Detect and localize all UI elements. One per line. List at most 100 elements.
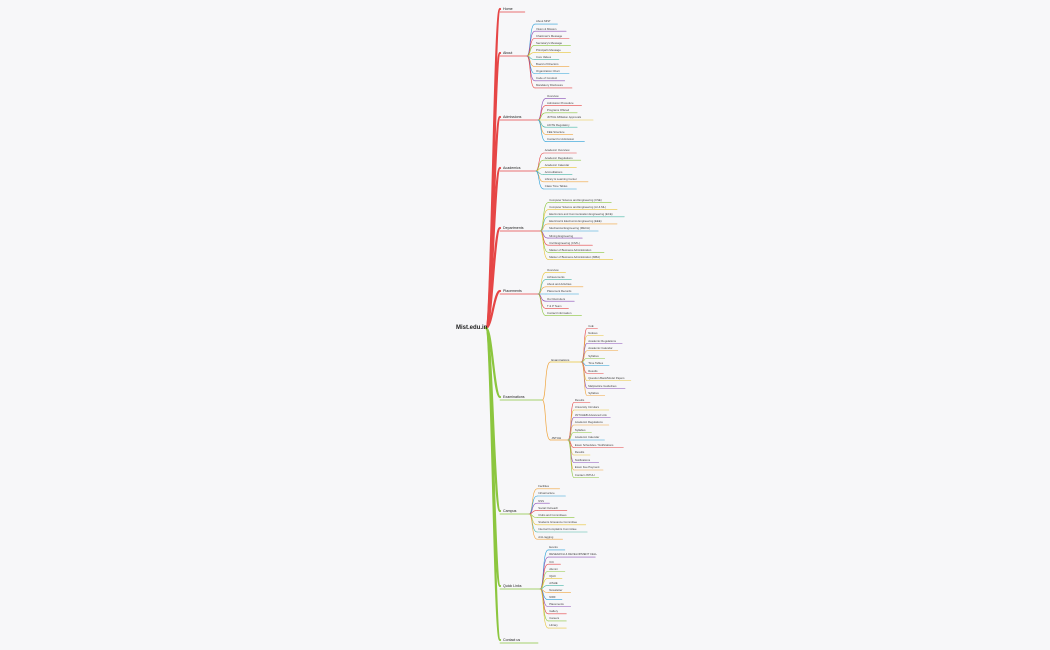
leaf-node-label[interactable]: Question Bank/Model Papers [588,376,625,381]
leaf-node-label[interactable]: Anti-ragging [538,534,554,539]
leaf-node-label[interactable]: Internal Complaints Committee [538,527,577,532]
leaf-node-label[interactable]: Notifications [574,457,591,462]
leaf-node-label[interactable]: Board of Directors [536,62,559,67]
leaf-node-label[interactable]: Computer Science and Engineering (AI & M… [549,205,606,210]
root-node-label[interactable]: Mist.edu.in [456,325,488,331]
branch-connector [484,289,502,330]
branch-node-label[interactable]: Home [503,6,513,11]
leaf-node-label[interactable]: Secretary's Message [536,40,563,45]
leaf-node-label[interactable]: Academic Calendar [544,162,570,167]
leaf-node-label[interactable]: Events [549,545,558,550]
leaf-node-label[interactable]: ICC [549,559,555,564]
leaf-node-label[interactable]: Placement Records [547,289,572,294]
branch-node-label[interactable]: Placements [503,288,522,293]
leaf-node-label[interactable]: Gallery [549,609,559,614]
leaf-node-label[interactable]: JNTUHEB Advanced Link [574,412,607,417]
leaf-node-label[interactable]: NSS [538,498,544,503]
leaf-node-label[interactable]: Time Tables [588,361,604,366]
leaf-connector [537,293,547,316]
branch-node-label[interactable]: Contact us [503,637,521,642]
leaf-node-label[interactable]: Organization Chart [536,69,560,74]
leaf-node-label[interactable]: Code of Conduct [536,76,557,81]
leaf-node-label[interactable]: Infrastructure [538,491,555,496]
leaf-node-label[interactable]: Alumni [549,566,558,571]
leaf-node-label[interactable]: Academic Calendar [588,346,613,351]
branch-node-label[interactable]: Examinations [503,394,525,399]
leaf-node-label[interactable]: Contact for Admission [547,137,575,141]
leaf-node-label[interactable]: NIRF [549,595,556,600]
leaf-node-label[interactable]: Our Recruiters [547,296,566,301]
leaf-node-label[interactable]: About MIST [536,19,551,24]
leaf-node-label[interactable]: Master of Business Administration (MBA) [549,254,601,259]
leaf-node-label[interactable]: Programs Offered [547,108,570,113]
leaf-node-label[interactable]: Admission Procedure [547,101,574,105]
leaf-node-label[interactable]: Library & Learning Center [544,177,577,182]
branch-node-label[interactable]: Quick Links [503,583,522,588]
leaf-node-label[interactable]: Clubs and Committees [538,513,567,517]
leaf-node-label[interactable]: Academic Regulations [574,420,603,425]
leaf-node-label[interactable]: Results [574,397,585,402]
sub-node-label[interactable]: JNTUH [551,435,562,440]
leaf-node-label[interactable]: Overview [547,267,559,272]
leaf-node-label[interactable]: Contact JNTUH [574,472,595,477]
leaf-node-label[interactable]: Principal's Message [536,47,561,52]
leaf-connector [580,335,588,363]
leaf-node-label[interactable]: Exam Fee Payment [574,465,600,470]
leaf-connector [567,439,575,478]
sub-node-label[interactable]: Examinations [551,357,570,362]
leaf-node-label[interactable]: AICTE Regulatory [547,122,570,127]
branch-node-label[interactable]: Admissions [503,114,522,119]
leaf-node-label[interactable]: Accreditations [544,170,563,174]
leaf-node-label[interactable]: Syllabus [588,391,599,396]
leaf-node-label[interactable]: Exam Schedules / Notifications [574,442,614,447]
leaf-node-label[interactable]: Students Grievance Committee [538,520,578,525]
leaf-connector [526,55,536,89]
leaf-node-label[interactable]: Academic Overview [544,148,570,153]
leaf-node-label[interactable]: IQAC [549,573,557,578]
leaf-node-label[interactable]: Contact Information [547,311,572,315]
branch-node-label[interactable]: About [503,50,513,55]
leaf-node-label[interactable]: JNTUH Affiliation Approvals [547,115,582,120]
leaf-node-label[interactable]: Notices [588,331,598,336]
leaf-node-label[interactable]: FEE Structure [547,129,565,134]
leaf-node-label[interactable]: Computer Science and Engineering (CSE) [549,198,602,202]
leaf-node-label[interactable]: Mechanical Engineering (MECH) [549,226,590,231]
branch-node-label[interactable]: Academics [503,165,521,170]
leaf-node-label[interactable]: Mining Engineering [549,233,574,238]
leaf-node-label[interactable]: About and Activities [547,282,572,287]
leaf-node-label[interactable]: Electronics and Communication Engineerin… [549,212,613,217]
leaf-node-label[interactable]: Academic Regulations [544,155,573,160]
leaf-node-label[interactable]: University Circulars [574,405,599,410]
leaf-node-label[interactable]: Academic Calendar [574,435,600,440]
leaf-node-label[interactable]: Results [588,368,598,373]
leaf-node-label[interactable]: Academic Regulations [588,338,617,343]
leaf-node-label[interactable]: Achievements [547,275,565,279]
leaf-node-label[interactable]: Results [574,450,585,455]
leaf-node-label[interactable]: Library [549,623,558,628]
leaf-node-label[interactable]: Facilities [538,484,550,489]
leaf-node-label[interactable]: Electrical & Electronics Engineering (EE… [549,219,602,224]
leaf-node-label[interactable]: Placements [549,602,564,607]
leaf-node-label[interactable]: Vision & Mission [536,26,557,31]
branch-node-label[interactable]: Campus [503,508,517,513]
leaf-node-label[interactable]: T & P Team [547,303,562,308]
leaf-node-label[interactable]: Social Outreach [538,505,559,510]
leaf-node-label[interactable]: Overview [547,93,559,98]
leaf-node-label[interactable]: Civil Engineering (CIVIL) [549,240,580,245]
leaf-node-label[interactable]: Syllabus [588,353,599,358]
leaf-node-label[interactable]: AISHE [549,580,558,585]
leaf-node-label[interactable]: Chairman's Message [536,33,563,38]
leaf-node-label[interactable]: Mandatory Disclosure [536,83,564,88]
leaf-node-label[interactable]: Malpractice Guidelines [588,383,617,388]
leaf-node-label[interactable]: Careers [549,616,560,621]
leaf-node-label[interactable]: RESEARCH & DEVELOPMENT CELL [549,552,598,557]
leaf-node-label[interactable]: CoE [588,323,594,328]
leaf-node-label[interactable]: Core Values [536,54,552,59]
branch-node-label[interactable]: Departments [503,225,524,230]
leaf-node-label[interactable]: Class Time Tables [544,184,568,189]
leaf-node-label[interactable]: Newsletter [549,587,563,592]
leaf-connector [537,119,547,142]
leaf-node-label[interactable]: Master of Business Administration [549,247,592,252]
leaf-node-label[interactable]: Syllabus [574,427,586,432]
